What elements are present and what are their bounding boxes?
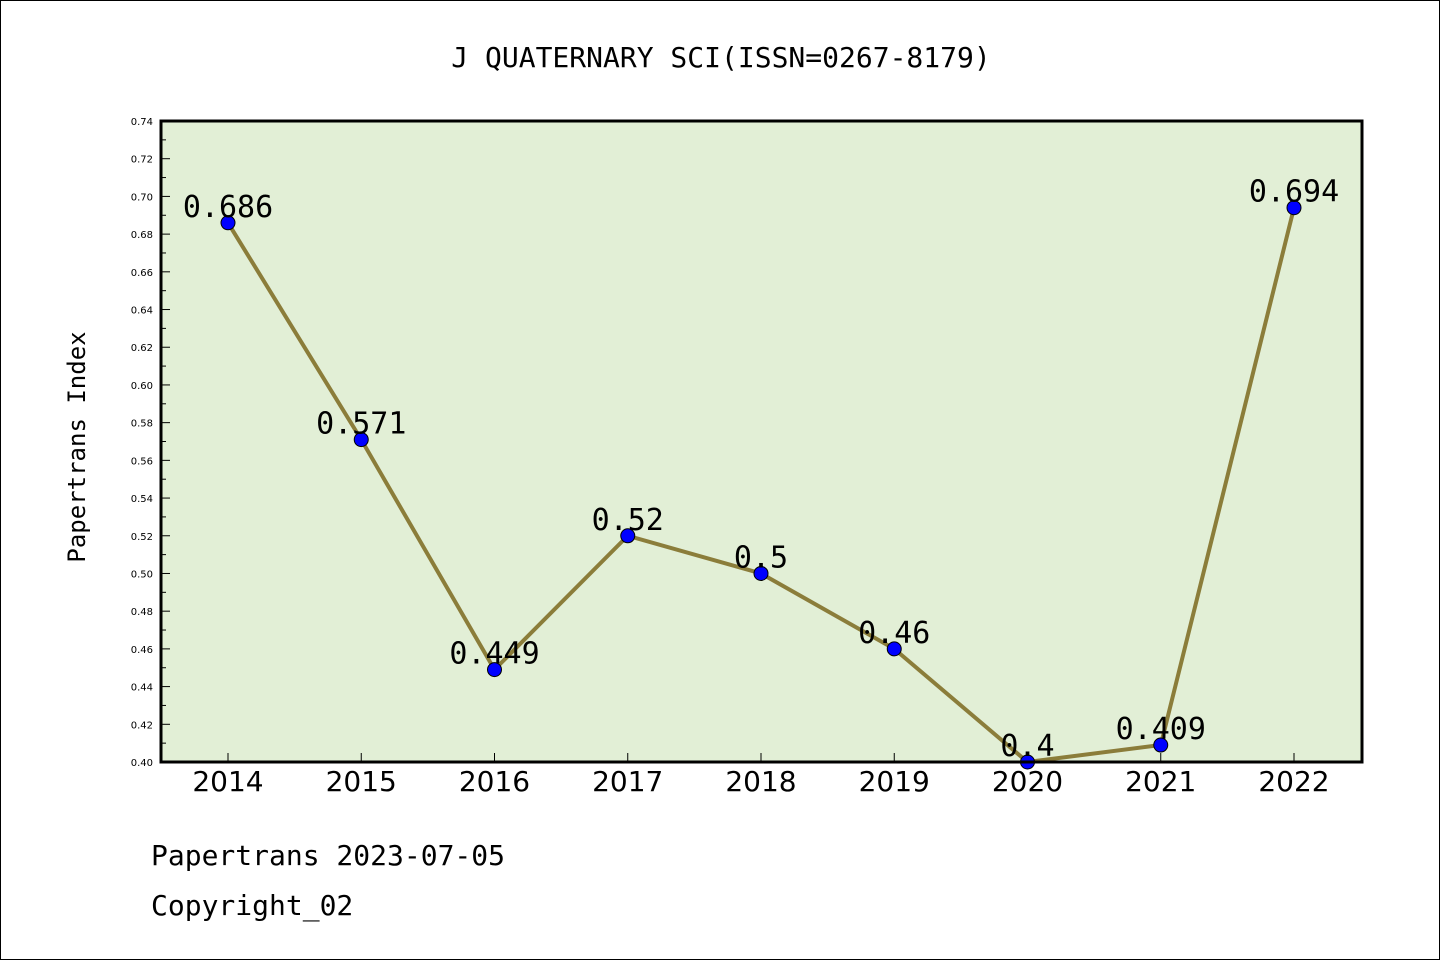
x-tick-label: 2020 <box>992 765 1063 798</box>
data-labels: 0.686 0.571 0.449 0.52 0.5 0.46 0.4 0.409 0.694 <box>183 175 1339 764</box>
x-tick-label: 2019 <box>859 765 930 798</box>
y-tick-label: 0.54 <box>131 494 153 505</box>
footer-date: Papertrans 2023-07-05 <box>151 839 505 872</box>
data-point <box>620 528 636 544</box>
data-points <box>220 200 1302 770</box>
data-point <box>1153 737 1169 753</box>
data-point <box>220 215 236 231</box>
x-tick-label: 2021 <box>1125 765 1196 798</box>
y-tick-label: 0.52 <box>131 532 153 543</box>
footer-copyright: Copyright_02 <box>151 889 353 923</box>
y-tick-label: 0.72 <box>131 155 153 166</box>
y-tick-label: 0.56 <box>131 456 153 467</box>
data-point <box>886 641 902 657</box>
data-label: 0.409 <box>1116 712 1206 747</box>
data-point <box>753 565 769 581</box>
data-label: 0.52 <box>592 503 664 538</box>
x-tick-label: 2022 <box>1258 765 1329 798</box>
x-tick-label: 2017 <box>592 765 663 798</box>
y-tick-label: 0.50 <box>131 569 153 580</box>
data-label: 0.4 <box>1000 729 1054 764</box>
data-point <box>1286 200 1302 216</box>
x-axis: 2014 2015 2016 2017 2018 2019 2020 2021 2022 <box>192 753 1330 798</box>
data-point <box>487 662 502 678</box>
data-point <box>353 432 369 448</box>
chart-title: J QUATERNARY SCI(ISSN=0267-8179) <box>451 41 990 74</box>
x-tick-label: 2016 <box>459 765 530 798</box>
x-tick-label: 2014 <box>192 765 263 798</box>
y-tick-label: 0.60 <box>131 381 153 392</box>
data-label: 0.694 <box>1249 175 1339 210</box>
y-tick-label: 0.62 <box>131 343 153 354</box>
x-tick-label: 2018 <box>725 765 796 798</box>
data-label: 0.5 <box>734 540 788 575</box>
y-tick-label: 0.40 <box>131 758 153 769</box>
y-tick-label: 0.46 <box>131 645 153 656</box>
data-label: 0.686 <box>183 190 273 225</box>
y-tick-label: 0.66 <box>131 268 153 279</box>
y-tick-label: 0.42 <box>131 720 153 731</box>
y-tick-label: 0.64 <box>131 306 153 317</box>
plot-border <box>159 119 1364 764</box>
y-tick-label: 0.48 <box>131 607 153 618</box>
y-tick-label: 0.44 <box>131 683 153 694</box>
x-tick-label: 2015 <box>326 765 397 798</box>
y-axis-label: Papertrans Index <box>63 331 91 562</box>
data-label: 0.46 <box>858 616 930 651</box>
y-tick-label: 0.68 <box>131 230 153 241</box>
y-tick-label: 0.58 <box>131 419 153 430</box>
y-tick-label: 0.70 <box>131 192 153 203</box>
data-label: 0.571 <box>316 407 406 442</box>
y-tick-label: 0.74 <box>131 117 153 128</box>
data-label: 0.449 <box>449 637 539 672</box>
